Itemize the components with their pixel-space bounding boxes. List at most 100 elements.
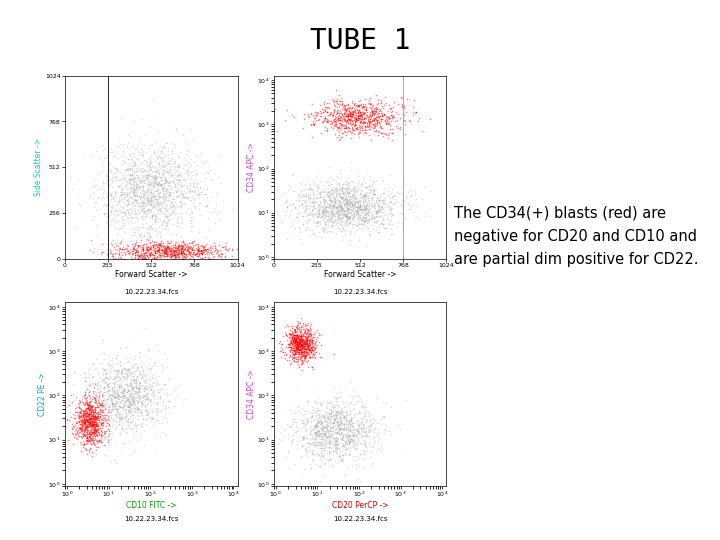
Point [367,195,379,204]
Point [358,216,369,225]
Point [354,196,366,205]
Point [107,402,118,410]
Point [352,220,364,228]
Point [294,345,305,353]
Point [387,125,398,133]
Point [327,383,338,391]
Point [327,436,338,444]
Point [334,202,346,211]
Point [150,172,161,181]
Point [287,335,298,343]
Point [152,202,163,211]
Point [195,190,207,199]
Point [128,224,140,233]
Point [343,219,354,227]
Point [140,219,151,227]
Point [102,425,114,434]
Point [307,198,318,206]
Point [197,185,209,193]
Point [292,346,303,355]
Point [175,189,186,198]
Point [179,240,191,248]
Point [302,327,314,336]
Point [149,248,161,256]
Point [99,200,110,209]
Point [384,121,396,130]
Point [295,348,307,357]
Point [315,430,326,439]
Point [291,345,302,353]
Point [83,380,94,389]
Point [344,110,356,118]
Point [196,249,207,258]
Point [83,419,94,428]
Point [194,177,206,186]
Point [343,179,355,188]
Point [176,246,187,255]
Point [111,181,122,190]
Point [96,436,107,444]
Point [377,204,389,213]
Point [107,403,119,412]
Point [176,248,188,256]
Point [336,120,347,129]
Point [316,435,328,444]
Point [319,430,330,439]
Point [300,212,312,220]
Point [346,432,358,441]
Point [109,392,120,401]
Point [346,461,358,470]
Point [146,172,158,180]
Point [78,409,90,418]
Point [91,430,102,438]
Point [346,195,358,204]
Point [324,437,336,445]
Point [122,366,133,374]
Point [155,249,166,258]
Point [146,161,158,170]
Point [347,219,359,228]
Point [342,109,354,118]
Point [352,209,364,218]
Point [79,424,91,433]
Point [142,245,153,254]
Point [343,415,355,424]
Point [77,422,89,430]
Point [156,200,168,208]
Point [333,421,344,429]
Point [128,172,140,181]
Point [307,110,318,119]
Point [146,249,158,258]
Point [358,198,369,206]
Point [343,208,354,217]
Point [139,247,150,256]
Point [162,242,174,251]
Point [371,193,382,202]
Point [130,423,142,432]
Point [103,382,114,391]
Point [292,215,304,224]
Point [75,417,86,426]
Point [355,179,366,188]
Point [86,417,97,426]
Point [153,248,165,256]
Point [349,114,361,123]
Point [294,338,306,347]
Point [299,342,310,350]
Point [375,420,387,429]
Point [79,431,91,440]
Point [86,428,98,437]
Point [226,245,238,254]
Point [320,203,332,212]
Point [176,188,188,197]
Point [290,332,302,341]
Point [174,177,185,186]
Point [351,205,363,213]
Point [344,439,356,448]
Point [186,222,198,231]
Point [325,427,337,435]
Point [118,248,130,256]
Point [385,403,397,411]
Point [99,370,111,379]
Point [361,193,373,202]
